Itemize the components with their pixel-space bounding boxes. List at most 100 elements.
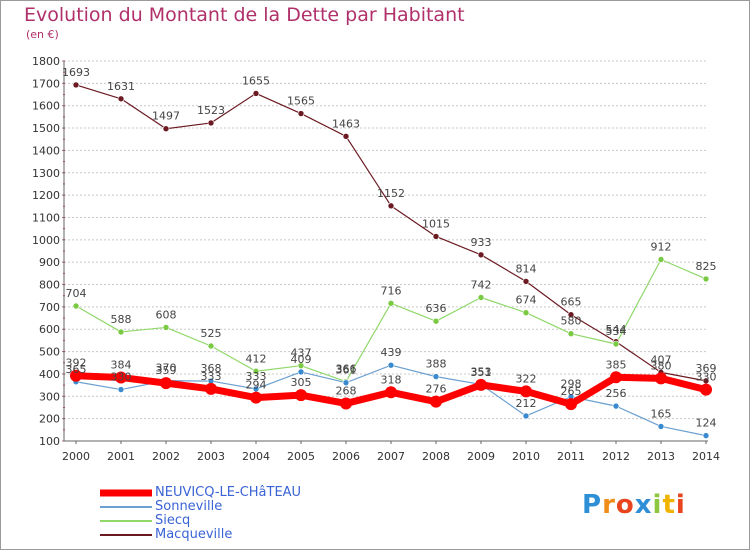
data-label-macqueville: 1152 xyxy=(377,187,405,200)
data-label-siecq: 412 xyxy=(246,352,267,365)
data-label-macqueville: 1693 xyxy=(62,66,90,79)
y-tick-label: 800 xyxy=(39,279,60,292)
data-label-siecq: 716 xyxy=(381,284,402,297)
y-tick-label: 700 xyxy=(39,301,60,314)
data-point-sonneville xyxy=(702,432,710,439)
data-label-neuvicq-le-ch-teau: 380 xyxy=(651,359,672,372)
data-point-neuvicq-le-ch-teau xyxy=(160,377,172,390)
x-tick-label: 2000 xyxy=(62,450,90,463)
data-point-macqueville xyxy=(117,95,125,103)
x-tick-label: 2005 xyxy=(287,450,315,463)
legend-item-sonneville[interactable]: Sonneville xyxy=(100,499,340,514)
data-point-macqueville xyxy=(387,202,395,210)
data-label-sonneville: 368 xyxy=(201,362,222,375)
legend-item-siecq[interactable]: Siecq xyxy=(100,513,340,528)
chart-legend: NEUVICQ-LE-CHâTEAU Sonneville Siecq Macq… xyxy=(100,485,340,542)
data-point-neuvicq-le-ch-teau xyxy=(430,395,442,408)
data-point-siecq xyxy=(612,340,620,348)
data-label-sonneville: 365 xyxy=(66,363,87,376)
data-label-sonneville: 212 xyxy=(516,397,537,410)
data-point-sonneville xyxy=(297,368,305,376)
legend-label-siecq: Siecq xyxy=(155,513,191,528)
legend-item-macqueville[interactable]: Macqueville xyxy=(100,527,340,542)
data-label-siecq: 704 xyxy=(66,287,87,300)
data-point-siecq xyxy=(207,342,215,350)
legend-swatch-siecq xyxy=(100,520,152,522)
y-tick-label: 1800 xyxy=(32,55,60,68)
data-point-sonneville xyxy=(612,402,620,410)
data-label-neuvicq-le-ch-teau: 305 xyxy=(291,376,312,389)
legend-item-neuvicq[interactable]: NEUVICQ-LE-CHâTEAU xyxy=(100,485,340,500)
y-tick-label: 1600 xyxy=(32,100,60,113)
data-label-sonneville: 298 xyxy=(561,378,582,391)
data-point-macqueville xyxy=(207,119,215,127)
y-tick-label: 400 xyxy=(39,368,60,381)
y-tick-label: 1200 xyxy=(32,189,60,202)
y-tick-label: 1000 xyxy=(32,234,60,247)
data-label-sonneville: 388 xyxy=(426,358,447,371)
logo-letter: t xyxy=(662,490,676,520)
y-tick-label: 1100 xyxy=(32,211,60,224)
data-point-neuvicq-le-ch-teau xyxy=(385,386,397,399)
data-point-sonneville xyxy=(342,379,350,386)
data-label-sonneville: 370 xyxy=(156,362,177,375)
data-label-siecq: 534 xyxy=(606,325,627,338)
data-label-siecq: 608 xyxy=(156,308,177,321)
data-point-macqueville xyxy=(477,251,485,259)
data-label-siecq: 580 xyxy=(561,315,582,328)
data-point-macqueville xyxy=(432,233,440,240)
data-point-sonneville xyxy=(117,386,125,393)
logo-letter: x xyxy=(634,490,653,520)
data-label-neuvicq-le-ch-teau: 351 xyxy=(471,366,492,379)
data-label-macqueville: 1631 xyxy=(107,80,135,93)
data-point-sonneville xyxy=(432,373,440,380)
data-point-neuvicq-le-ch-teau xyxy=(340,397,352,410)
data-point-sonneville xyxy=(387,361,395,369)
chart-title: Evolution du Montant de la Dette par Hab… xyxy=(24,4,465,26)
proxiti-logo[interactable]: Proxiti xyxy=(582,490,686,520)
y-tick-label: 600 xyxy=(39,323,60,336)
data-point-siecq xyxy=(72,302,80,310)
x-tick-label: 2003 xyxy=(197,450,225,463)
logo-letter: i xyxy=(652,490,663,520)
data-point-neuvicq-le-ch-teau xyxy=(70,369,82,382)
x-tick-label: 2006 xyxy=(332,450,360,463)
data-label-neuvicq-le-ch-teau: 276 xyxy=(426,383,447,396)
data-label-siecq: 912 xyxy=(651,240,672,253)
data-label-neuvicq-le-ch-teau: 359 xyxy=(156,364,177,377)
y-tick-label: 900 xyxy=(39,256,60,269)
data-label-neuvicq-le-ch-teau: 318 xyxy=(381,373,402,386)
x-tick-label: 2010 xyxy=(512,450,540,463)
data-point-siecq xyxy=(702,275,710,283)
data-point-macqueville xyxy=(297,110,305,117)
data-point-siecq xyxy=(567,330,575,338)
y-tick-label: 200 xyxy=(39,413,60,426)
y-tick-label: 500 xyxy=(39,346,60,359)
data-label-macqueville: 1015 xyxy=(422,217,450,230)
data-point-neuvicq-le-ch-teau xyxy=(655,372,667,385)
legend-label-neuvicq: NEUVICQ-LE-CHâTEAU xyxy=(155,485,302,500)
x-tick-label: 2009 xyxy=(467,450,495,463)
data-point-macqueville xyxy=(252,90,260,97)
y-tick-label: 1500 xyxy=(32,122,60,135)
data-point-neuvicq-le-ch-teau xyxy=(475,378,487,391)
data-point-neuvicq-le-ch-teau xyxy=(205,382,217,395)
data-point-macqueville xyxy=(162,125,170,133)
data-label-sonneville: 409 xyxy=(291,353,312,366)
data-label-neuvicq-le-ch-teau: 385 xyxy=(606,358,627,371)
data-point-neuvicq-le-ch-teau xyxy=(565,398,577,411)
legend-label-macqueville: Macqueville xyxy=(155,527,233,542)
data-point-neuvicq-le-ch-teau xyxy=(700,383,712,396)
data-label-sonneville: 124 xyxy=(696,417,717,430)
data-label-sonneville: 330 xyxy=(111,371,132,384)
x-tick-label: 2013 xyxy=(647,450,675,463)
data-label-siecq: 366 xyxy=(336,363,357,376)
data-label-siecq: 674 xyxy=(516,294,537,307)
data-point-macqueville xyxy=(72,81,80,89)
data-label-macqueville: 665 xyxy=(561,296,582,309)
data-label-macqueville: 407 xyxy=(651,353,672,366)
data-point-neuvicq-le-ch-teau xyxy=(520,385,532,398)
data-label-macqueville: 814 xyxy=(516,262,537,275)
data-label-neuvicq-le-ch-teau: 384 xyxy=(111,359,132,372)
data-label-siecq: 636 xyxy=(426,302,447,315)
